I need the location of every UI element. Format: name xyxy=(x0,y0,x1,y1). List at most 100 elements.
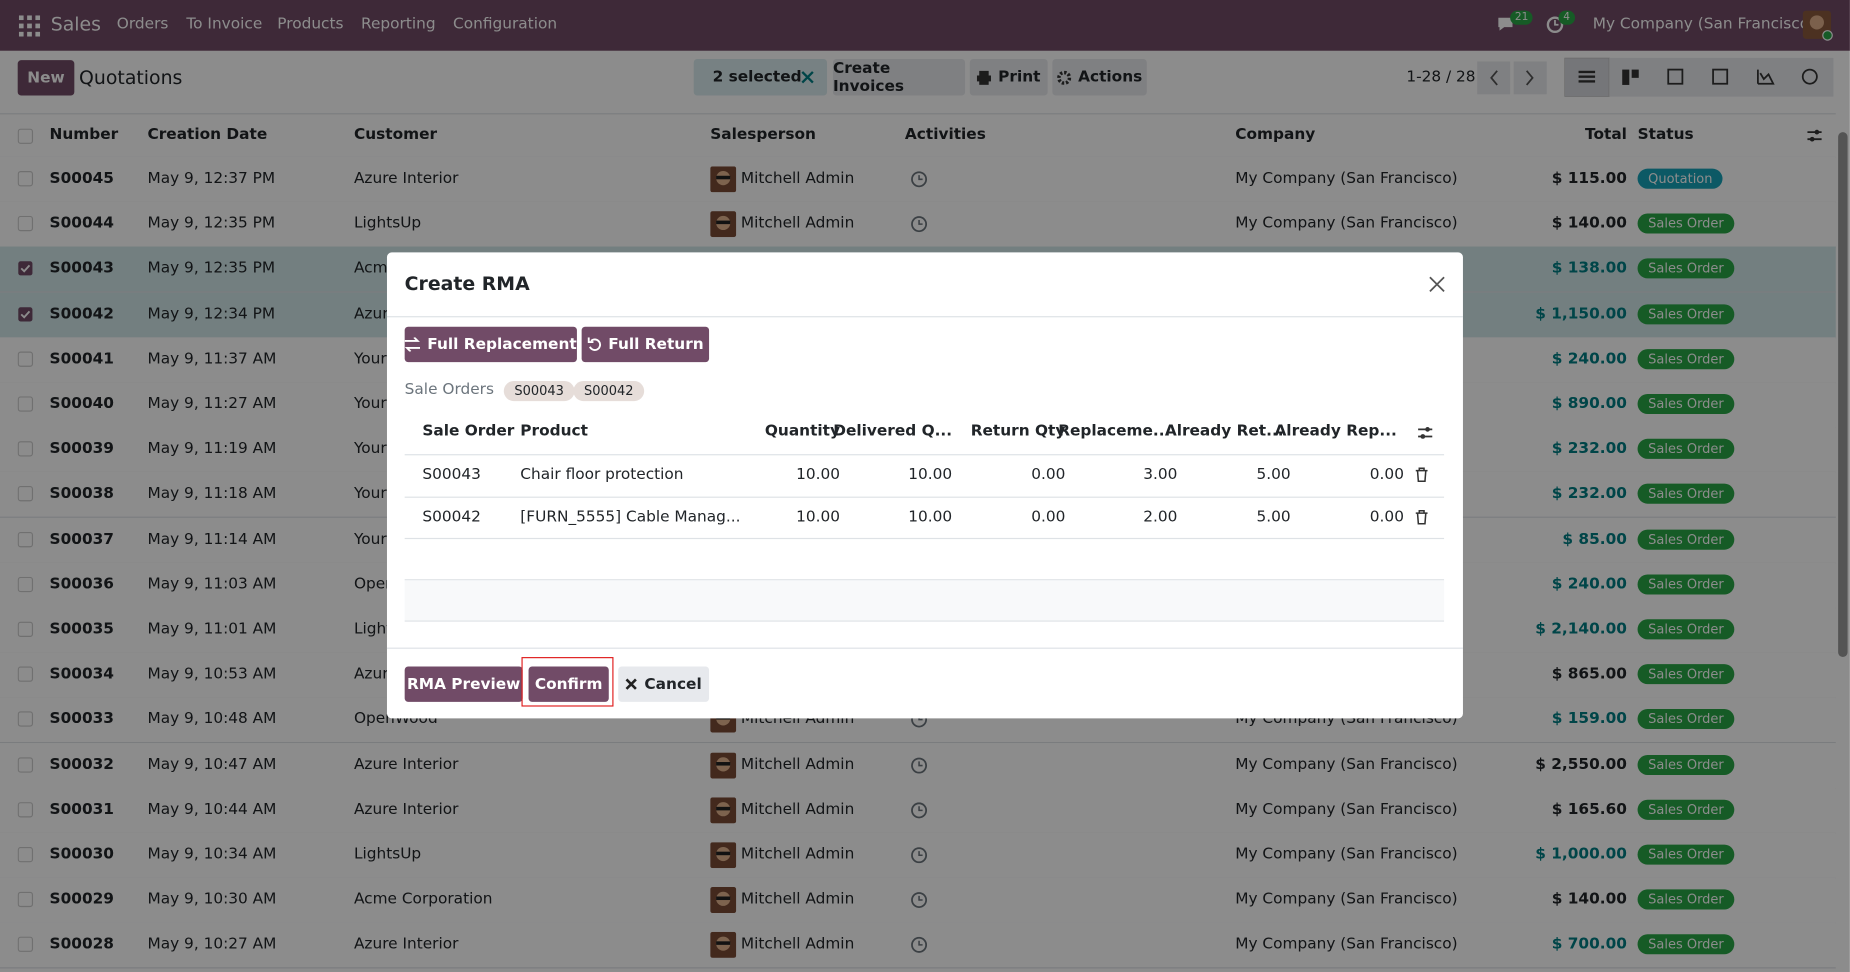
total: $ 240.00 xyxy=(1551,575,1627,594)
menu-item[interactable]: Orders xyxy=(116,15,169,34)
checkbox xyxy=(17,666,34,683)
activity-icon xyxy=(911,847,928,864)
total: $ 115.00 xyxy=(1551,169,1627,188)
customer: LightsUp xyxy=(353,845,422,864)
customer: LightsUp xyxy=(353,214,422,233)
column-header[interactable]: Replaceme... xyxy=(1058,422,1171,440)
creation-date: May 9, 11:19 AM xyxy=(147,440,277,458)
creation-date: May 9, 10:44 AM xyxy=(147,800,277,819)
company: My Company (San Francisco) xyxy=(1235,890,1458,909)
order-number: S00040 xyxy=(49,395,114,413)
optional-columns-icon xyxy=(1418,427,1433,439)
full-return-button[interactable]: Full Return xyxy=(581,326,710,363)
column-header[interactable]: Salesperson xyxy=(710,126,816,144)
create-invoices-button[interactable]: Create Invoices xyxy=(832,58,966,96)
total: $ 165.60 xyxy=(1551,800,1627,819)
salesperson: Mitchell Admin xyxy=(740,845,855,864)
checkbox xyxy=(17,171,34,187)
print-button[interactable]: Print xyxy=(969,58,1048,96)
total: $ 700.00 xyxy=(1551,935,1627,954)
total: $ 1,000.00 xyxy=(1535,845,1627,864)
salesperson-avatar xyxy=(710,211,737,238)
rma-preview-button[interactable]: RMA Preview xyxy=(404,666,523,702)
menu-item[interactable]: To Invoice xyxy=(186,15,263,34)
divider xyxy=(386,316,1463,318)
checkbox xyxy=(17,441,34,457)
status-badge: Sales Order xyxy=(1637,484,1735,505)
list-row[interactable] xyxy=(0,787,1836,834)
activity-icon xyxy=(911,892,928,909)
column-header[interactable]: Already Ret... xyxy=(1164,422,1284,440)
total: $ 232.00 xyxy=(1551,440,1627,458)
order-number: S00038 xyxy=(49,485,114,503)
list-row[interactable] xyxy=(0,832,1836,879)
checkbox xyxy=(18,306,33,321)
close-icon[interactable] xyxy=(1429,276,1446,293)
checkbox xyxy=(17,396,34,412)
customer: Azure Interior xyxy=(353,800,459,819)
column-header[interactable]: Customer xyxy=(353,126,438,144)
salesperson-avatar xyxy=(710,166,737,193)
column-header[interactable]: Sale Order xyxy=(422,422,515,440)
activity-icon xyxy=(911,216,928,233)
cell: S00043 xyxy=(422,465,481,484)
column-header[interactable]: Delivered Q... xyxy=(833,422,953,440)
list-row[interactable] xyxy=(0,922,1836,969)
checkbox xyxy=(17,891,34,908)
list-row[interactable] xyxy=(0,201,1836,248)
column-header[interactable]: Number xyxy=(49,126,119,144)
menu-item[interactable]: Products xyxy=(277,15,344,34)
column-header[interactable]: Status xyxy=(1637,126,1694,144)
total: $ 1,150.00 xyxy=(1535,305,1627,323)
cancel-icon xyxy=(625,678,638,690)
messages-icon[interactable] xyxy=(1496,15,1517,34)
apps-icon[interactable] xyxy=(18,15,41,37)
full-replacement-button[interactable]: Full Replacement xyxy=(404,326,577,363)
column-header[interactable]: Product xyxy=(520,422,588,440)
column-header[interactable]: Activities xyxy=(904,126,986,144)
page-title: Quotations xyxy=(79,66,183,89)
confirm-button[interactable]: Confirm xyxy=(528,666,609,702)
view-switcher[interactable] xyxy=(1564,57,1835,97)
total: $ 138.00 xyxy=(1551,259,1627,278)
column-header[interactable]: Return Qty xyxy=(970,422,1066,440)
column-header[interactable]: Creation Date xyxy=(147,126,268,144)
activities-icon[interactable] xyxy=(1546,15,1565,34)
row-divider xyxy=(404,454,1445,456)
total: $ 240.00 xyxy=(1551,350,1627,368)
company-switch[interactable]: My Company (San Francisco) xyxy=(1592,15,1816,34)
order-number: S00041 xyxy=(49,350,114,368)
optional-columns-icon[interactable] xyxy=(1806,127,1823,144)
delete-icon xyxy=(1415,467,1428,483)
column-header[interactable]: Quantity xyxy=(764,422,841,440)
new-button[interactable]: New xyxy=(17,60,75,96)
column-header[interactable]: Already Rep... xyxy=(1274,422,1397,440)
checkbox xyxy=(17,711,34,728)
row-divider xyxy=(404,496,1445,498)
label: Print xyxy=(998,68,1041,87)
salesperson: Mitchell Admin xyxy=(740,755,855,774)
order-number: S00043 xyxy=(49,259,114,278)
row-divider xyxy=(404,537,1445,540)
menu-item[interactable]: Reporting xyxy=(361,15,436,34)
column-header[interactable]: Total xyxy=(1585,126,1627,144)
total: $ 85.00 xyxy=(1562,530,1627,549)
menu-item[interactable]: Configuration xyxy=(453,15,558,34)
salesperson: Mitchell Admin xyxy=(740,800,855,819)
pager-arrows[interactable] xyxy=(1477,61,1548,95)
actions-button[interactable]: Actions xyxy=(1052,58,1147,96)
status-badge: Sales Order xyxy=(1637,303,1735,324)
pager: 1-28 / 28 xyxy=(1406,68,1476,87)
status-badge: Sales Order xyxy=(1637,934,1735,955)
checkbox xyxy=(17,486,34,502)
app-name[interactable]: Sales xyxy=(50,12,101,36)
column-header[interactable]: Company xyxy=(1235,126,1316,144)
cell: 10.00 xyxy=(796,507,841,526)
creation-date: May 9, 11:37 AM xyxy=(147,350,277,368)
user-avatar[interactable] xyxy=(1802,10,1834,42)
divider xyxy=(386,647,1463,649)
creation-date: May 9, 11:18 AM xyxy=(147,485,277,503)
order-number: S00032 xyxy=(49,755,114,774)
unselect-icon[interactable] xyxy=(801,71,814,84)
cancel-button[interactable]: Cancel xyxy=(618,666,710,702)
